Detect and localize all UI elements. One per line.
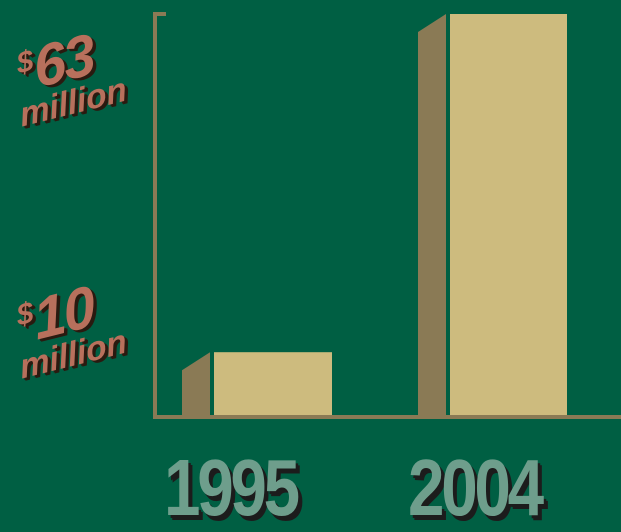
x-label-2004: 2004 [408, 443, 544, 532]
bar-2004 [450, 14, 567, 416]
chart-axis [153, 12, 621, 419]
bar-side-1995 [182, 352, 210, 416]
bar-side-2004 [418, 14, 446, 416]
bar-1995 [214, 352, 332, 416]
bars-group [182, 14, 567, 416]
x-label-1995: 1995 [164, 443, 300, 532]
